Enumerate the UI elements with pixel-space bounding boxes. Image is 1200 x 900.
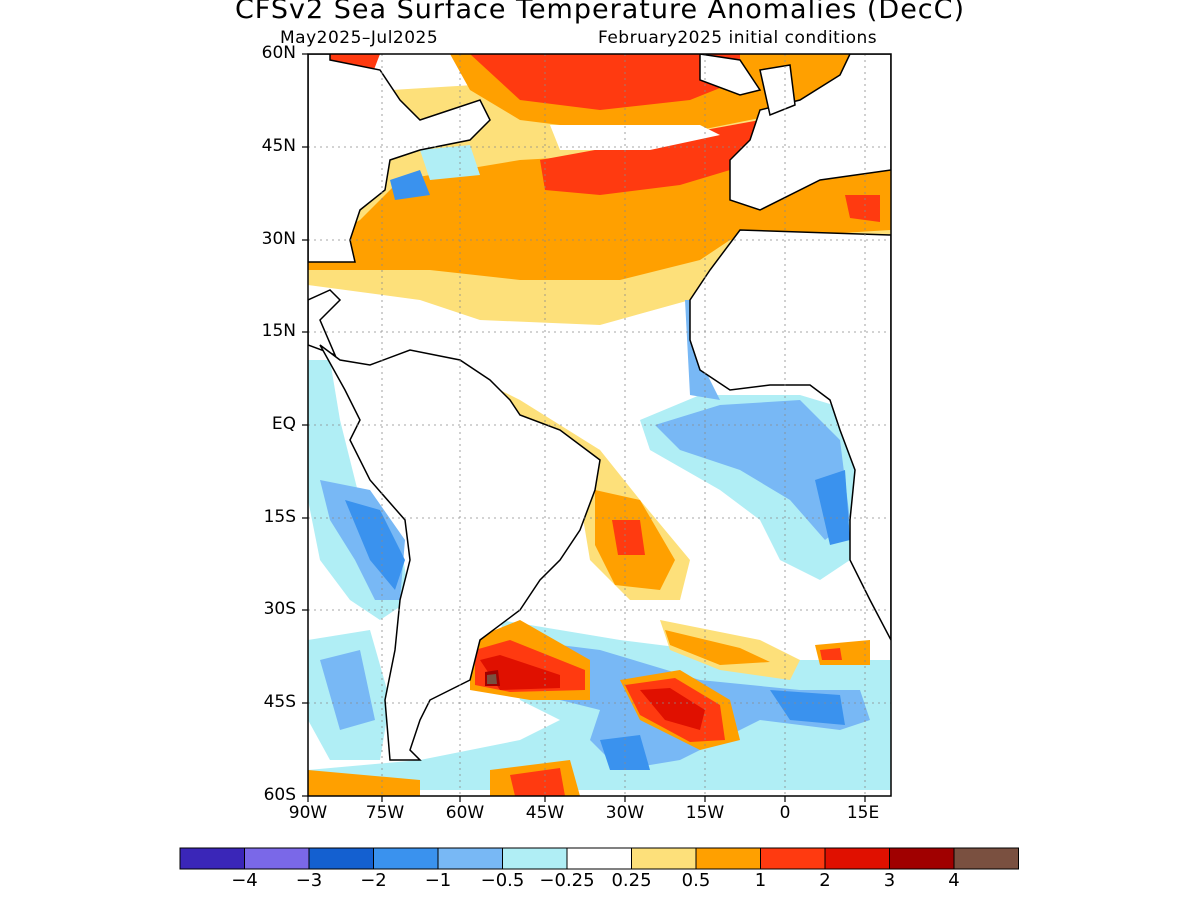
colorbar-swatch <box>760 847 826 870</box>
colorbar-swatch <box>566 847 632 870</box>
colorbar-swatch <box>308 847 374 870</box>
equatorial-cold-band <box>655 400 850 540</box>
colorbar-label: 1 <box>754 870 767 891</box>
colorbar-label: −3 <box>295 870 323 891</box>
lat-label: 15N <box>261 321 296 341</box>
brazil-hot <box>612 520 645 555</box>
lat-label: 45S <box>263 692 296 712</box>
lat-label: 15S <box>263 507 296 527</box>
graticule <box>308 54 891 796</box>
lon-label: 0 <box>779 803 791 823</box>
lat-label: 45N <box>261 136 296 156</box>
initial-conditions: February2025 initial conditions <box>598 28 878 48</box>
lon-label: 45W <box>525 803 565 823</box>
africa-land <box>689 229 891 641</box>
northwest-cool-patch <box>420 145 480 180</box>
mediterranean-hot <box>845 195 880 222</box>
lat-label: 30N <box>261 229 296 249</box>
colorbar-swatch <box>695 847 761 870</box>
far-south-hot <box>510 768 565 796</box>
north-america-land <box>308 54 491 263</box>
lat-label: EQ <box>271 414 296 434</box>
rio-plata-max <box>487 674 497 684</box>
lat-label: 60S <box>263 785 296 805</box>
southern-warm-band-2 <box>665 630 770 665</box>
colorbar-label: −0.25 <box>539 870 595 891</box>
south-central-very-hot <box>640 688 705 730</box>
southern-colder-1 <box>770 690 845 725</box>
colorbar-label: −0.5 <box>480 870 525 891</box>
tick-marks <box>302 53 866 802</box>
colorbar-swatch <box>824 847 890 870</box>
colorbar-swatch <box>244 847 310 870</box>
colorbar-label: −1 <box>424 870 452 891</box>
forecast-period: May2025–Jul2025 <box>280 28 439 48</box>
colorbar-swatch <box>502 847 568 870</box>
colorbar-swatch <box>953 847 1019 870</box>
lon-label: 15E <box>846 803 880 823</box>
greenland-iceland-land <box>699 54 762 96</box>
colorbar-label: 0.25 <box>611 870 652 891</box>
lat-label: 30S <box>263 599 296 619</box>
colorbar-label: −4 <box>231 870 258 891</box>
pacific-south-cold <box>320 650 375 730</box>
lon-label: 75W <box>365 803 405 823</box>
map-title: CFSv2 Sea Surface Temperature Anomalies … <box>234 0 966 25</box>
rio-plata-very-hot <box>480 655 560 690</box>
north-atlantic-white-patch <box>550 125 720 150</box>
colorbar-swatch <box>179 847 245 870</box>
lon-label: 60W <box>445 803 485 823</box>
colorbar-swatch <box>437 847 503 870</box>
colorbar <box>179 847 1019 870</box>
colorbar-label: 4 <box>948 870 960 891</box>
colorbar-swatch <box>889 847 955 870</box>
southeast-hot <box>820 648 842 660</box>
uk-land <box>759 64 796 117</box>
northwest-cold-patch <box>390 170 430 200</box>
north-atlantic-hot-1 <box>470 54 740 110</box>
central-america-land <box>308 289 342 357</box>
lat-label: 60N <box>261 43 296 63</box>
colorbar-swatch <box>631 847 697 870</box>
benguela-cold <box>815 470 850 545</box>
lon-label: 30W <box>605 803 645 823</box>
colorbar-label: 3 <box>883 870 896 891</box>
far-south-warm <box>308 770 420 796</box>
colorbar-label: −2 <box>360 870 387 891</box>
pacific-colder <box>345 500 405 590</box>
southern-colder-2 <box>600 735 650 770</box>
africa-europe-land <box>729 54 891 211</box>
colorbar-label: 2 <box>819 870 831 891</box>
lon-label: 15W <box>685 803 725 823</box>
colorbar-swatch <box>373 847 439 870</box>
north-atlantic-hot-2 <box>540 120 780 195</box>
lon-label: 90W <box>288 803 328 823</box>
colorbar-label: 0.5 <box>681 870 711 891</box>
